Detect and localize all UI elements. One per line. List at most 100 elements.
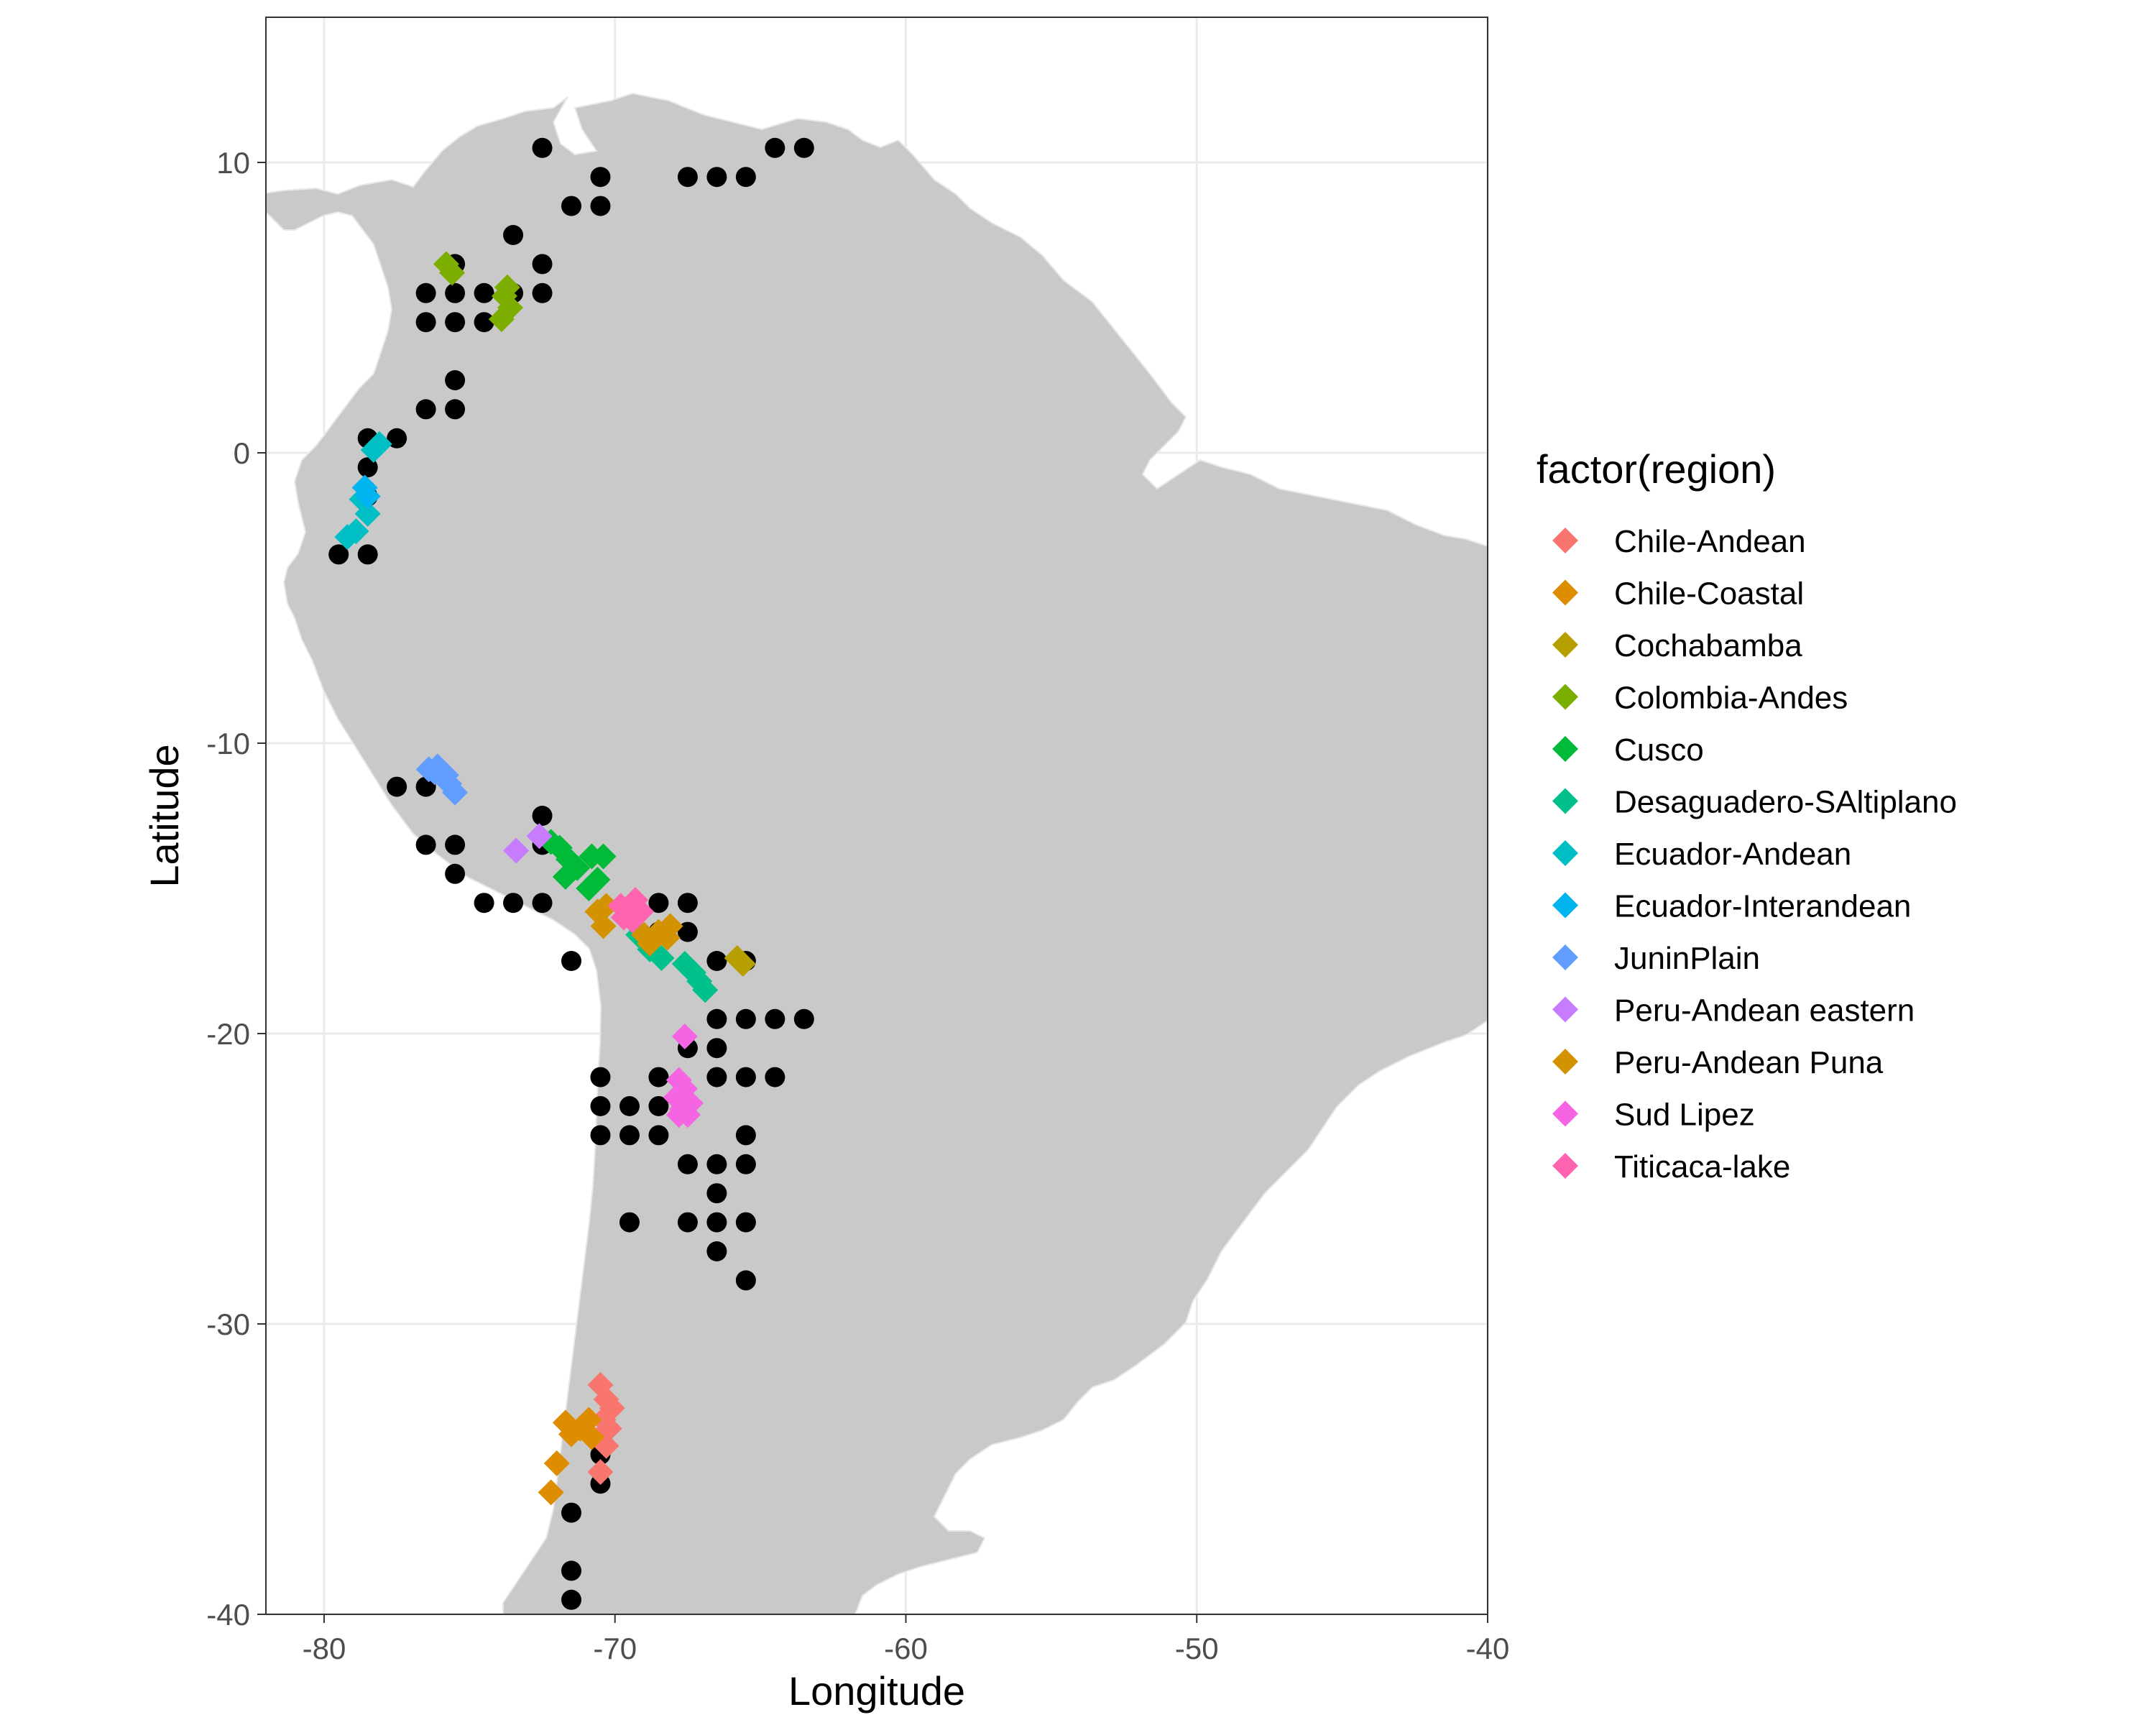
- site-point: [503, 225, 524, 245]
- site-point: [677, 167, 698, 188]
- region-point: [538, 1479, 564, 1506]
- legend-label: Peru-Andean Puna: [1614, 1045, 1884, 1080]
- site-point: [445, 370, 466, 390]
- south-america-landmass: [266, 92, 1488, 1614]
- region-point: [439, 259, 466, 286]
- x-tick-label: -70: [593, 1632, 637, 1665]
- site-point: [590, 167, 611, 188]
- legend-key: [1552, 632, 1578, 658]
- legend-label: Peru-Andean eastern: [1614, 993, 1915, 1029]
- site-point: [706, 1008, 727, 1029]
- x-tick-label: -80: [303, 1632, 346, 1665]
- site-point: [677, 1212, 698, 1233]
- x-axis-title: Longitude: [788, 1668, 965, 1714]
- site-point: [648, 1125, 669, 1146]
- region-point: [343, 518, 369, 545]
- region-point: [657, 913, 683, 939]
- site-point: [706, 1183, 727, 1204]
- site-point: [648, 1067, 669, 1087]
- region-point: [671, 1024, 698, 1050]
- site-point: [619, 1096, 640, 1116]
- y-tick-label: 10: [216, 146, 250, 180]
- site-point: [445, 312, 466, 333]
- site-point: [561, 1560, 581, 1581]
- legend-label: Ecuador-Interandean: [1614, 889, 1911, 924]
- legend-items: Chile-Andean Chile-Coastal Cochabamba Colom…: [1552, 524, 1957, 1184]
- site-point: [590, 1096, 611, 1116]
- legend-key: [1552, 684, 1578, 710]
- x-tick-label: -50: [1175, 1632, 1219, 1665]
- site-point: [415, 776, 436, 797]
- y-axis-title: Latitude: [142, 744, 187, 887]
- legend-label: Cusco: [1614, 732, 1704, 768]
- region-point: [587, 1459, 614, 1486]
- y-tick-label: -40: [206, 1598, 250, 1632]
- legend-key: [1552, 892, 1578, 919]
- legend-label: Desaguadero-SAltiplano: [1614, 785, 1957, 820]
- site-point: [677, 1154, 698, 1174]
- region-point: [488, 306, 515, 333]
- site-point: [793, 137, 814, 158]
- site-point: [648, 1096, 669, 1116]
- x-tick-label: -60: [884, 1632, 928, 1665]
- site-point: [532, 893, 553, 914]
- site-point: [706, 951, 727, 971]
- legend-key: [1552, 1049, 1578, 1075]
- site-point: [735, 1008, 756, 1029]
- site-point: [532, 806, 553, 826]
- legend-label: Titicaca-lake: [1614, 1149, 1790, 1184]
- site-point: [735, 167, 756, 188]
- region-point: [354, 483, 381, 510]
- region-point: [590, 843, 617, 870]
- site-point: [561, 951, 581, 971]
- site-point: [387, 428, 407, 448]
- site-point: [357, 457, 378, 478]
- region-point: [579, 1424, 605, 1450]
- site-point: [619, 1212, 640, 1233]
- y-tick-label: -10: [206, 727, 250, 760]
- y-axis: 10 0 -10 -20 -30 -40: [206, 146, 266, 1632]
- region-point: [590, 913, 617, 939]
- site-point: [765, 1008, 786, 1029]
- legend-key: [1552, 736, 1578, 762]
- region-point: [526, 823, 553, 850]
- region-point: [692, 977, 719, 1003]
- x-axis: -80 -70 -60 -50 -40: [303, 1614, 1510, 1665]
- site-point: [765, 137, 786, 158]
- site-point: [415, 399, 436, 420]
- site-point: [735, 1067, 756, 1087]
- site-point: [677, 921, 698, 942]
- region-point: [552, 863, 579, 890]
- site-point: [387, 776, 407, 797]
- site-point: [619, 1125, 640, 1146]
- site-point: [474, 282, 494, 303]
- legend-label: Sud Lipez: [1614, 1098, 1755, 1133]
- site-point: [561, 1502, 581, 1523]
- region-point: [421, 759, 448, 786]
- legend-key: [1552, 528, 1578, 553]
- y-tick-label: -20: [206, 1017, 250, 1051]
- site-point: [474, 312, 494, 333]
- site-point: [706, 1154, 727, 1174]
- site-point: [503, 893, 524, 914]
- site-point: [706, 1212, 727, 1233]
- legend-key: [1552, 944, 1578, 970]
- x-tick-label: -40: [1466, 1632, 1510, 1665]
- site-point: [735, 1154, 756, 1174]
- region-point: [576, 1407, 602, 1433]
- legend-label: Ecuador-Andean: [1614, 837, 1851, 872]
- site-point: [445, 834, 466, 855]
- y-tick-label: -30: [206, 1307, 250, 1341]
- region-point: [366, 431, 392, 457]
- land-layer: [266, 92, 1488, 1614]
- site-point: [561, 1589, 581, 1610]
- site-point: [357, 544, 378, 565]
- region-point: [593, 893, 619, 919]
- site-point: [445, 399, 466, 420]
- legend-title: factor(region): [1537, 446, 1776, 492]
- legend-key: [1552, 1100, 1578, 1127]
- panel-border: [265, 17, 1488, 1615]
- legend-label: JuninPlain: [1614, 941, 1760, 976]
- site-point: [793, 1008, 814, 1029]
